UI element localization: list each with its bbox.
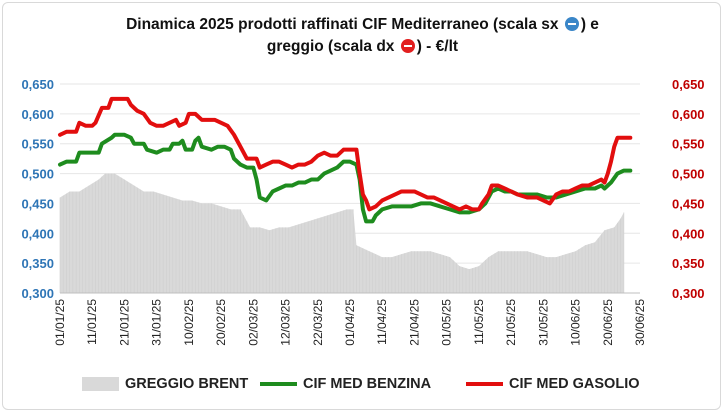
legend-item-gasolio: CIF MED GASOLIO <box>466 372 640 396</box>
x-tick-label: 01/05/25 <box>440 299 454 346</box>
series-line-gasolio <box>58 96 633 212</box>
x-tick-label: 21/05/25 <box>504 299 518 346</box>
left-scale-symbol-icon <box>564 17 579 31</box>
x-tick-label: 11/01/25 <box>85 299 99 345</box>
x-tick-label: 10/02/25 <box>182 299 196 346</box>
y-left-tick-label: 0,650 <box>21 77 54 92</box>
y-right-tick-label: 0,300 <box>672 286 705 301</box>
x-tick-label: 31/01/25 <box>150 299 164 346</box>
x-tick-label: 11/04/25 <box>375 299 389 345</box>
legend-swatch-benzina <box>260 382 297 386</box>
x-tick-label: 20/02/25 <box>214 299 228 346</box>
x-tick-label: 21/01/25 <box>117 299 131 346</box>
y-right-tick-label: 0,550 <box>672 137 705 152</box>
y-left-tick-label: 0,550 <box>21 137 54 152</box>
y-right-tick-label: 0,600 <box>672 107 705 122</box>
chart-legend: GREGGIO BRENT CIF MED BENZINA CIF MED GA… <box>0 372 725 396</box>
x-tick-label: 01/04/25 <box>343 299 357 346</box>
y-left-tick-label: 0,350 <box>21 256 54 271</box>
title-line1-end: ) e <box>580 16 599 33</box>
x-tick-label: 20/06/25 <box>601 299 615 346</box>
right-scale-symbol-icon <box>400 39 415 53</box>
y-right-tick-label: 0,650 <box>672 77 705 92</box>
x-tick-label: 11/05/25 <box>472 299 486 345</box>
legend-item-benzina: CIF MED BENZINA <box>260 372 431 396</box>
x-tick-label: 12/03/25 <box>279 299 293 346</box>
title-line1-text: Dinamica 2025 prodotti raffinati CIF Med… <box>126 16 559 33</box>
x-tick-label: 21/04/25 <box>407 299 421 346</box>
legend-label-brent: GREGGIO BRENT <box>125 376 249 392</box>
x-tick-label: 31/05/25 <box>536 299 550 346</box>
title-line2-text: greggio (scala dx <box>266 38 395 55</box>
legend-item-brent: GREGGIO BRENT <box>82 372 248 396</box>
legend-label-benzina: CIF MED BENZINA <box>303 376 432 392</box>
y-left-tick-label: 0,400 <box>21 226 54 241</box>
y-left-tick-label: 0,300 <box>21 286 54 301</box>
y-right-tick-label: 0,350 <box>672 256 705 271</box>
x-tick-label: 22/03/25 <box>311 299 325 346</box>
legend-label-gasolio: CIF MED GASOLIO <box>509 376 640 392</box>
y-right-tick-label: 0,450 <box>672 196 705 211</box>
x-tick-label: 10/06/25 <box>569 299 583 346</box>
series-area-brent <box>60 173 624 293</box>
x-tick-label: 02/03/25 <box>246 299 260 346</box>
x-tick-label: 30/06/25 <box>633 299 647 346</box>
title-line2-end: ) - €/lt <box>416 38 459 55</box>
y-left-tick-label: 0,600 <box>21 107 54 122</box>
y-right-tick-label: 0,500 <box>672 167 705 182</box>
y-left-tick-label: 0,500 <box>21 167 54 182</box>
legend-swatch-brent <box>82 377 119 391</box>
y-left-tick-label: 0,450 <box>21 196 54 211</box>
x-tick-label: 01/01/25 <box>53 299 67 346</box>
chart-title: Dinamica 2025 prodotti raffinati CIF Med… <box>0 14 725 58</box>
legend-swatch-gasolio <box>466 382 503 386</box>
y-right-tick-label: 0,400 <box>672 226 705 241</box>
